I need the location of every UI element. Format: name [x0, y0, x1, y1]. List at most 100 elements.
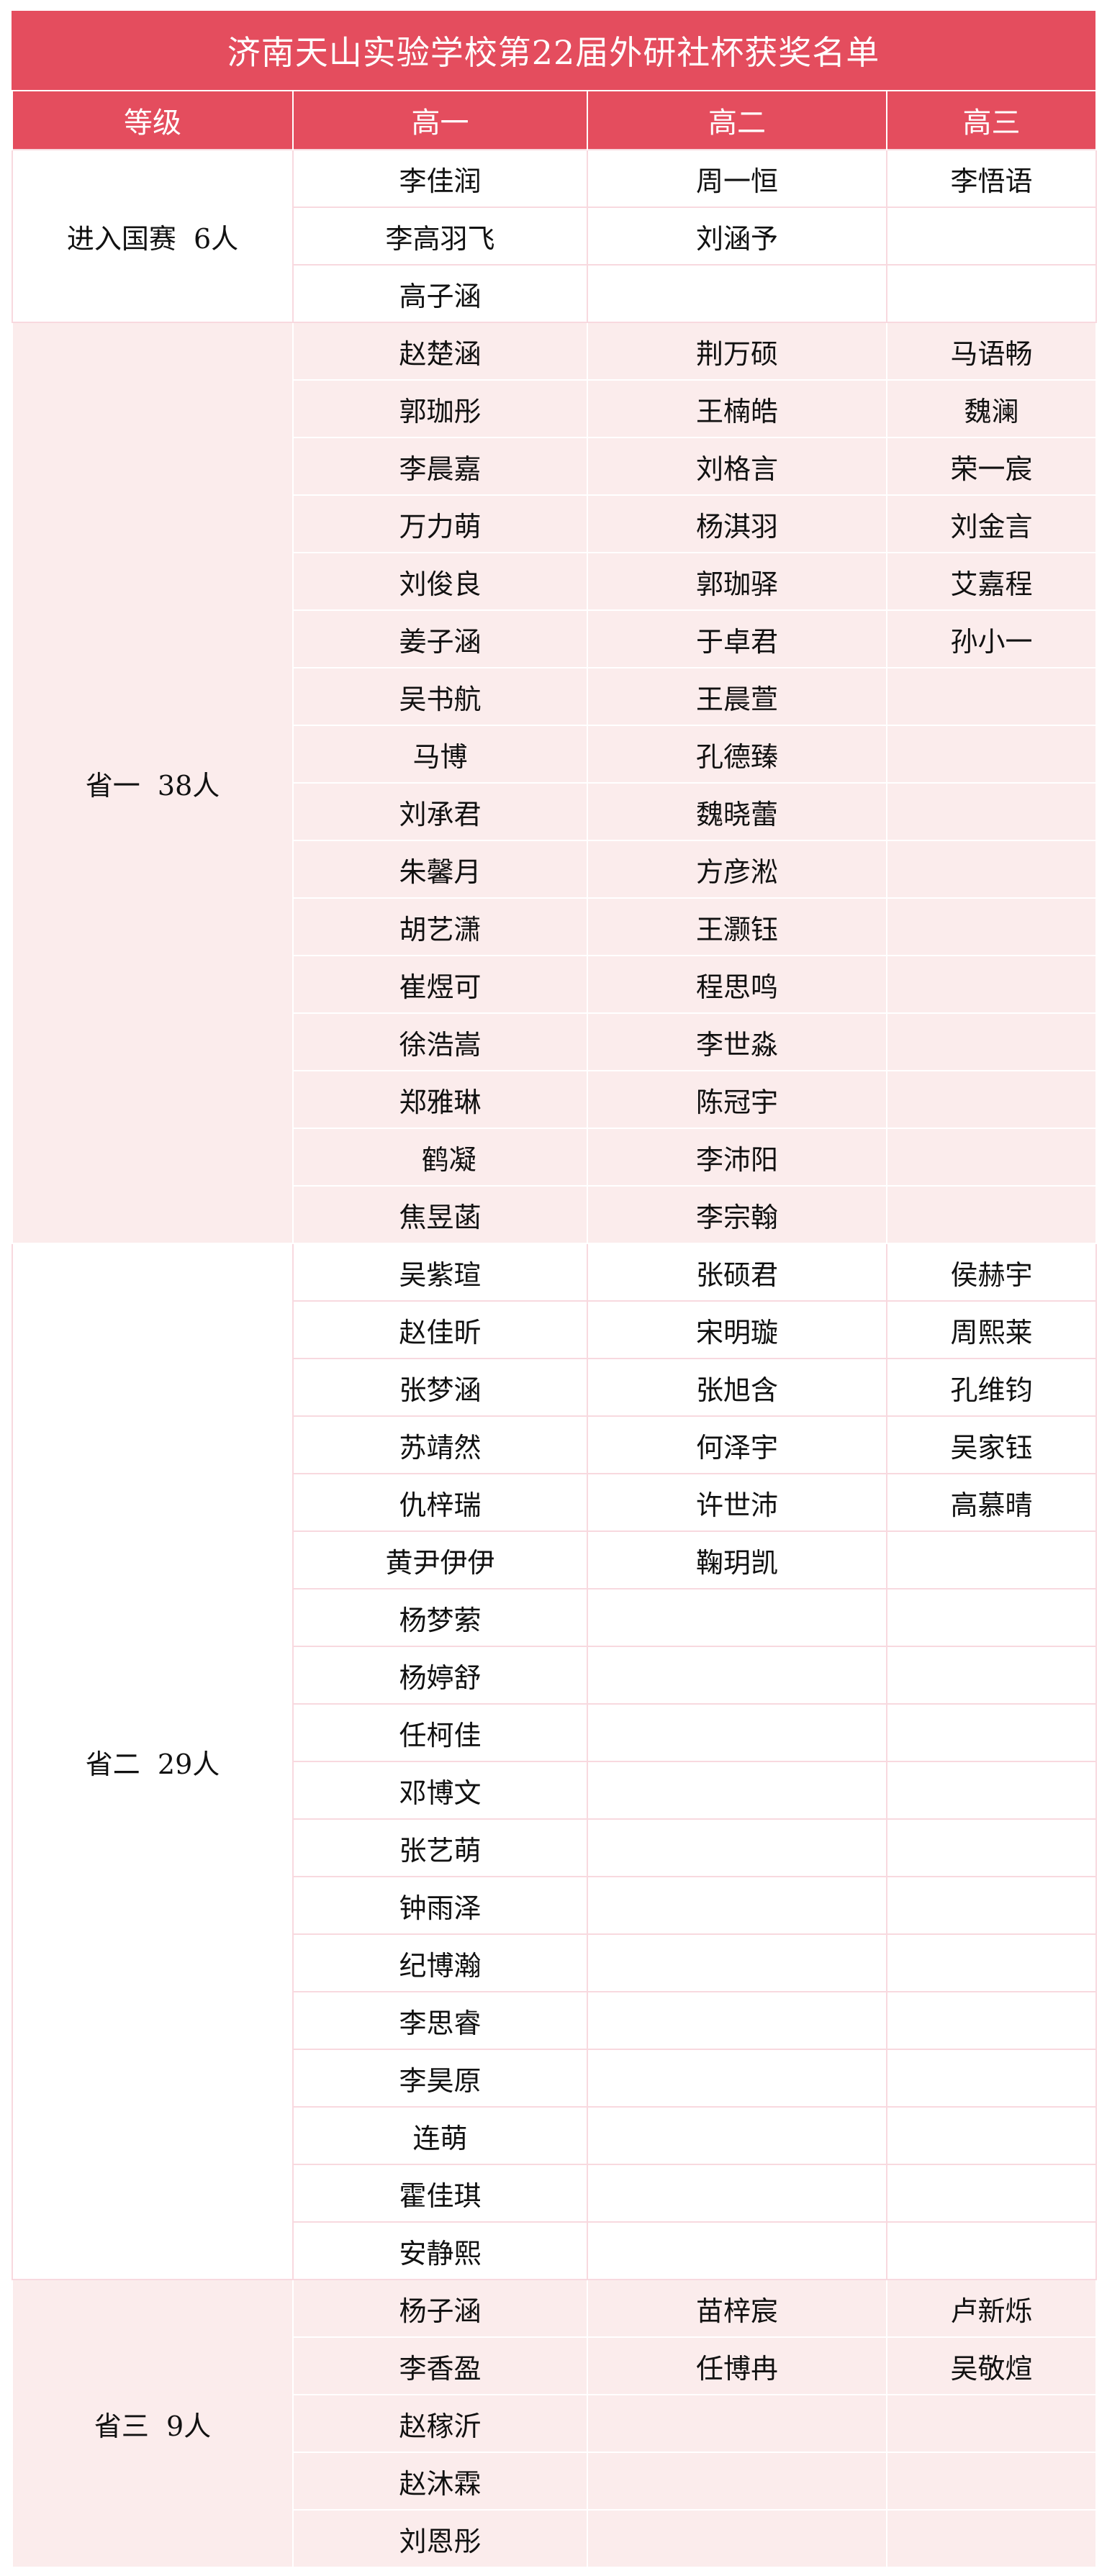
table-row: 纪博瀚 — [12, 1933, 1097, 1992]
table-row: 省三 9人 杨子涵 苗梓宸 卢新烁 — [12, 2279, 1097, 2568]
name-cell-grade-12: 周熙莱 — [886, 1300, 1097, 1359]
name-cell-grade-11: 李沛阳 — [587, 1128, 887, 1187]
name-cell-grade-10: 李思睿 — [292, 1991, 588, 2050]
name-cell-grade-10: 霍佳琪 — [292, 2164, 588, 2223]
name-cell-grade-11 — [587, 264, 887, 323]
name-cell-grade-12: 孔维钧 — [886, 1358, 1097, 1417]
name-cell-grade-10: 姜子涵 — [292, 609, 588, 668]
name-cell-grade-10: 徐浩嵩 — [292, 1012, 588, 1071]
table-row: 郭珈彤 王楠皓 魏澜 — [12, 379, 1097, 438]
name-cell-grade-12 — [886, 1991, 1097, 2050]
table-row: 马博 孔德臻 — [12, 725, 1097, 784]
name-cell-grade-11 — [587, 2221, 887, 2280]
name-cell-grade-12 — [886, 1012, 1097, 1071]
table-row: 赵佳昕 宋明璇 周熙莱 — [12, 1300, 1097, 1359]
name-cell-grade-10: 李高羽飞 — [292, 207, 588, 266]
name-cell-grade-11: 孔德臻 — [587, 725, 887, 784]
name-cell-grade-10: 郭珈彤 — [292, 379, 588, 438]
name-cell-grade-11: 苗梓宸 — [587, 2279, 887, 2338]
name-cell-grade-11 — [587, 2394, 887, 2453]
name-cell-grade-11: 于卓君 — [587, 609, 887, 668]
name-cell-grade-12 — [886, 1530, 1097, 1589]
table-row: 胡艺潇 王灏钰 — [12, 897, 1097, 956]
name-cell-grade-12 — [886, 667, 1097, 726]
name-cell-grade-11 — [587, 1588, 887, 1647]
name-cell-grade-12 — [886, 1070, 1097, 1129]
name-cell-grade-12 — [886, 264, 1097, 323]
name-cell-grade-10: 杨梦萦 — [292, 1588, 588, 1647]
table-row: 黄尹伊伊 鞠玥凯 — [12, 1530, 1097, 1589]
name-cell-grade-10: 赵楚涵 — [292, 322, 588, 381]
name-cell-grade-11 — [587, 1933, 887, 1992]
table-row: 崔煜可 程思鸣 — [12, 955, 1097, 1014]
table-row: 焦昱菡 李宗翰 — [12, 1185, 1097, 1244]
award-level-cell: 进入国赛 6人 — [12, 149, 294, 323]
table-row: 刘俊良 郭珈驿 艾嘉程 — [12, 552, 1097, 611]
table-row: 连萌 — [12, 2106, 1097, 2165]
name-cell-grade-10: 邓博文 — [292, 1761, 588, 1820]
name-cell-grade-12 — [886, 2106, 1097, 2165]
name-cell-grade-10: 高子涵 — [292, 264, 588, 323]
table-row: 万力萌 杨淇羽 刘金言 — [12, 494, 1097, 553]
name-cell-grade-11 — [587, 1818, 887, 1877]
table-row: 任柯佳 — [12, 1703, 1097, 1762]
table-row: 朱馨月 方彦淞 — [12, 840, 1097, 899]
table-row: 李香盈 任博冉 吴敬煊 — [12, 2336, 1097, 2395]
header-grade-11: 高二 — [587, 91, 887, 150]
table-row: 李高羽飞 刘涵予 — [12, 207, 1097, 266]
table-row: 赵沐霖 — [12, 2452, 1097, 2511]
name-cell-grade-10: 崔煜可 — [292, 955, 588, 1014]
table-row: 安静熙 — [12, 2221, 1097, 2280]
name-cell-grade-12 — [886, 2221, 1097, 2280]
name-cell-grade-10: 郑雅琳 — [292, 1070, 588, 1129]
name-cell-grade-12 — [886, 1588, 1097, 1647]
name-cell-grade-10: 刘承君 — [292, 782, 588, 841]
name-cell-grade-12: 刘金言 — [886, 494, 1097, 553]
name-cell-grade-11: 王晨萱 — [587, 667, 887, 726]
name-cell-grade-11: 荆万硕 — [587, 322, 887, 381]
name-cell-grade-12 — [886, 955, 1097, 1014]
name-cell-grade-10: 赵沐霖 — [292, 2452, 588, 2511]
name-cell-grade-11 — [587, 2049, 887, 2108]
name-cell-grade-11: 李宗翰 — [587, 1185, 887, 1244]
name-cell-grade-10: 刘俊良 — [292, 552, 588, 611]
name-cell-grade-11: 鞠玥凯 — [587, 1530, 887, 1589]
name-cell-grade-12: 吴敬煊 — [886, 2336, 1097, 2395]
name-cell-grade-12 — [886, 1185, 1097, 1244]
name-cell-grade-12: 卢新烁 — [886, 2279, 1097, 2338]
name-cell-grade-12 — [886, 2394, 1097, 2453]
name-cell-grade-10: 杨子涵 — [292, 2279, 588, 2338]
name-cell-grade-12 — [886, 2049, 1097, 2108]
name-cell-grade-11: 郭珈驿 — [587, 552, 887, 611]
table-row: 郑雅琳 陈冠宇 — [12, 1070, 1097, 1129]
table-row: 杨婷舒 — [12, 1646, 1097, 1705]
table-row: 鹤凝 李沛阳 — [12, 1128, 1097, 1187]
header-level: 等级 — [12, 91, 294, 150]
name-cell-grade-11: 许世沛 — [587, 1473, 887, 1532]
table-row: 省二 29人 吴紫瑄 张硕君 侯赫宇 — [12, 1243, 1097, 2280]
name-cell-grade-10: 钟雨泽 — [292, 1876, 588, 1935]
table-row: 刘承君 魏晓蕾 — [12, 782, 1097, 841]
name-cell-grade-11 — [587, 2106, 887, 2165]
table-row: 姜子涵 于卓君 孙小一 — [12, 609, 1097, 668]
name-cell-grade-12 — [886, 725, 1097, 784]
name-cell-grade-12 — [886, 1933, 1097, 1992]
table-row: 邓博文 — [12, 1761, 1097, 1820]
name-cell-grade-11: 任博冉 — [587, 2336, 887, 2395]
name-cell-grade-11: 刘格言 — [587, 437, 887, 496]
header-row: 等级 高一 高二 高三 — [12, 91, 1097, 150]
name-cell-grade-11: 王楠皓 — [587, 379, 887, 438]
name-cell-grade-11 — [587, 1646, 887, 1705]
name-cell-grade-11 — [587, 1703, 887, 1762]
name-cell-grade-11 — [587, 2452, 887, 2511]
table-row: 苏靖然 何泽宇 吴家钰 — [12, 1415, 1097, 1474]
name-cell-grade-10: 万力萌 — [292, 494, 588, 553]
name-cell-grade-10: 胡艺潇 — [292, 897, 588, 956]
name-cell-grade-10: 张艺萌 — [292, 1818, 588, 1877]
name-cell-grade-12 — [886, 1818, 1097, 1877]
name-cell-grade-11 — [587, 1761, 887, 1820]
name-cell-grade-10: 赵佳昕 — [292, 1300, 588, 1359]
name-cell-grade-11: 陈冠宇 — [587, 1070, 887, 1129]
table-row: 刘恩彤 — [12, 2509, 1097, 2568]
name-cell-grade-10: 马博 — [292, 725, 588, 784]
